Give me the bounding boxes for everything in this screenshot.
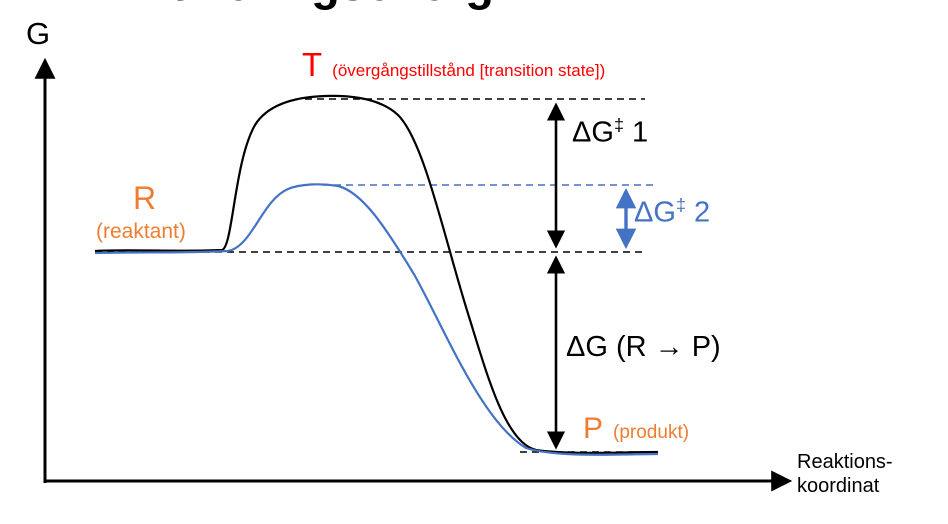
slide-title: Aktiveringsenergi	[110, 0, 507, 8]
dg1-base: ΔG	[572, 116, 614, 149]
dg2-dagger: ‡	[675, 195, 686, 215]
dg1-rest: 1	[623, 116, 649, 149]
transition-state-label: T (övergångstillstånd [transition state]…	[302, 46, 606, 83]
catalyzed-curve	[94, 183, 659, 456]
dg1-label: ΔG‡ 1	[572, 116, 648, 148]
dg2-base: ΔG	[634, 196, 676, 229]
dg2-rest: 2	[685, 196, 711, 229]
y-axis-label: G	[26, 16, 51, 51]
transition-detail: (övergångstillstånd [transition state])	[332, 61, 606, 80]
reactant-detail: (reaktant)	[96, 220, 186, 243]
dg2-label: ΔG‡ 2	[634, 196, 710, 228]
x-axis-label: Reaktions- koordinat	[797, 450, 893, 498]
product-symbol: P	[583, 412, 604, 445]
uncatalyzed-curve	[94, 94, 659, 454]
dg1-dagger: ‡	[613, 115, 624, 135]
transition-symbol: T	[302, 46, 323, 83]
product-detail: (produkt)	[613, 422, 690, 443]
x-axis-label-line1: Reaktions-	[797, 451, 893, 473]
product-label: P (produkt)	[583, 413, 689, 445]
reactant-symbol: R	[133, 180, 157, 216]
x-axis-label-line2: koordinat	[797, 475, 880, 497]
dgrp-label: ΔG (R → P)	[566, 331, 721, 363]
